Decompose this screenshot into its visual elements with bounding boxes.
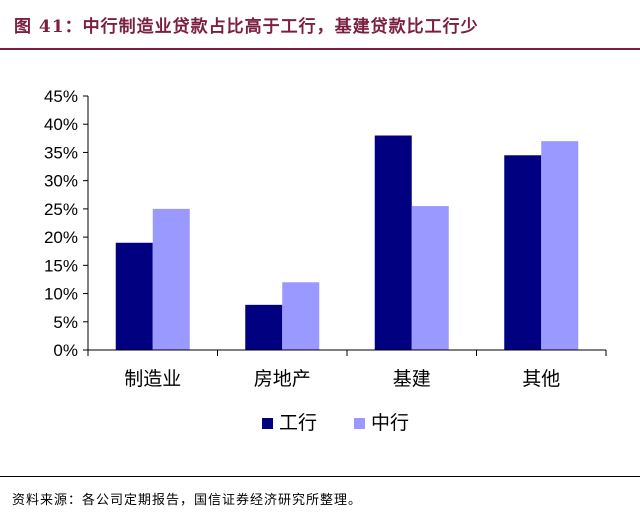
bar-chart: 0%5%10%15%20%25%30%35%40%45% 制造业 房地产 基建 其他 … <box>44 87 607 434</box>
y-tick-label: 35% <box>44 143 78 162</box>
y-tick-label: 10% <box>44 285 78 304</box>
legend-swatch <box>354 418 365 429</box>
bar-icbc <box>374 135 412 350</box>
y-tick-label: 30% <box>44 172 78 191</box>
bars <box>115 135 579 350</box>
legend: 工行 中行 <box>262 412 409 434</box>
bar-boc <box>411 206 449 350</box>
legend-label: 工行 <box>279 412 317 434</box>
y-axis-ticks: 0% 5% 10% 15% 20% 25% 30% 35% 40% 45% <box>44 87 88 360</box>
source-note: 资料来源：各公司定期报告，国信证券经济研究所整理。 <box>12 493 363 508</box>
y-tick-label: 45% <box>44 87 78 106</box>
category-label: 房地产 <box>254 368 311 390</box>
y-tick-label: 25% <box>44 200 78 219</box>
bar-icbc <box>115 242 153 350</box>
bar-boc <box>282 282 320 350</box>
y-tick-label: 20% <box>44 228 78 247</box>
y-tick-label: 5% <box>53 313 78 332</box>
legend-swatch <box>262 418 273 429</box>
y-tick-label: 15% <box>44 256 78 275</box>
category-labels: 制造业 房地产 基建 其他 <box>124 368 560 390</box>
bar-boc <box>152 208 190 350</box>
bar-icbc <box>245 304 283 350</box>
title-rule <box>0 48 640 50</box>
y-tick-label: 0% <box>53 341 78 360</box>
legend-label: 中行 <box>371 412 409 434</box>
category-label: 制造业 <box>124 368 181 390</box>
axes <box>87 96 607 356</box>
y-tick-label: 40% <box>44 115 78 134</box>
bar-boc <box>541 141 579 350</box>
figure-title: 图 41：中行制造业贷款占比高于工行，基建贷款比工行少 <box>14 17 479 37</box>
title-bar: 图 41：中行制造业贷款占比高于工行，基建贷款比工行少 <box>0 0 640 50</box>
category-label: 基建 <box>393 368 431 390</box>
footer-rule <box>0 476 640 477</box>
category-label: 其他 <box>522 368 560 390</box>
bar-icbc <box>504 155 542 350</box>
